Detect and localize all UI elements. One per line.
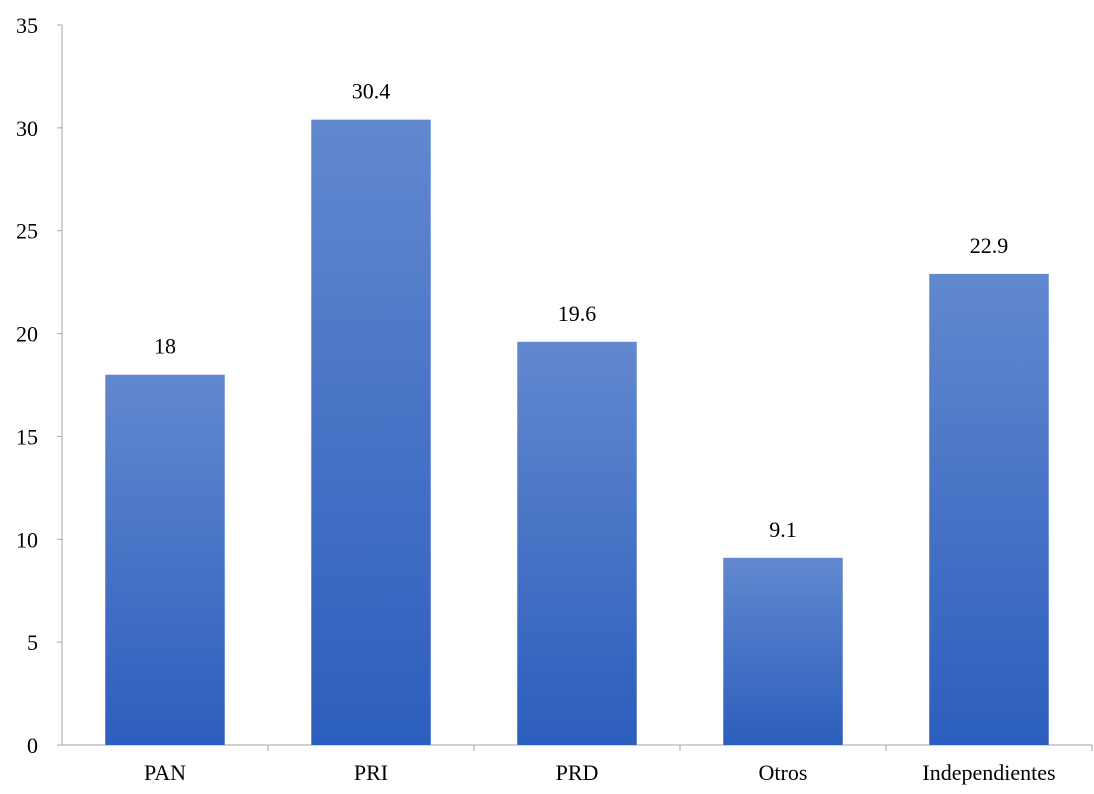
- bar-otros: [723, 557, 843, 745]
- x-tick-label: PAN: [144, 760, 186, 785]
- y-tick-label: 25: [16, 219, 38, 244]
- x-tick-label: PRD: [556, 760, 599, 785]
- y-tick-label: 5: [27, 630, 38, 655]
- data-labels: 18 30.4 19.6 9.1 22.9: [154, 79, 1008, 542]
- data-label: 18: [154, 334, 176, 359]
- y-tick-label: 30: [16, 116, 38, 141]
- y-tick-label: 15: [16, 424, 38, 449]
- data-label: 19.6: [558, 301, 597, 326]
- y-tick-label: 10: [16, 527, 38, 552]
- y-tick-label: 0: [27, 733, 38, 758]
- bars: [105, 119, 1049, 746]
- x-tick-label: Independientes: [922, 760, 1055, 785]
- x-tick-label: Otros: [759, 760, 808, 785]
- bar-prd: [517, 341, 637, 745]
- bar-pan: [105, 374, 225, 745]
- x-tick-label: PRI: [354, 760, 388, 785]
- x-axis: PAN PRI PRD Otros Independientes: [62, 744, 1093, 785]
- data-label: 30.4: [352, 79, 391, 104]
- bar-independientes: [929, 273, 1049, 745]
- bar-pri: [311, 119, 431, 746]
- y-axis: 0 5 10 15 20 25 30 35: [16, 13, 63, 758]
- y-tick-label: 20: [16, 322, 38, 347]
- data-label: 22.9: [970, 233, 1009, 258]
- data-label: 9.1: [769, 517, 797, 542]
- y-tick-label: 35: [16, 13, 38, 38]
